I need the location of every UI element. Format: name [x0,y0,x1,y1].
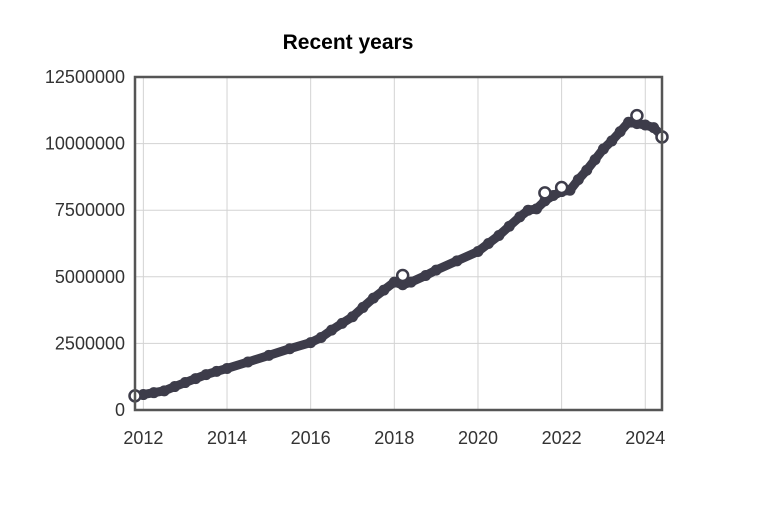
series-line-group [129,116,668,402]
highlight-marker-3 [554,180,569,195]
highlight-marker-4 [630,108,644,123]
data-point [315,332,327,344]
data-point [503,220,515,232]
x-axis-tick-labels: 2012 2014 2016 2018 2020 2022 2024 [123,428,665,448]
y-tick-label: 2500000 [55,333,125,353]
data-point [346,311,358,323]
plot-frame [133,75,664,412]
data-point [589,154,601,166]
data-point [190,373,202,385]
x-tick-label: 2016 [291,428,331,448]
data-point [493,230,505,242]
y-tick-label: 10000000 [45,134,125,154]
data-point [263,349,275,361]
data-point [242,356,254,368]
y-tick-label: 7500000 [55,200,125,220]
grid-lines [135,76,662,411]
data-point [357,301,369,313]
data-point [430,264,442,276]
data-point [169,381,181,393]
data-point [648,122,660,134]
data-point [211,365,223,377]
y-axis-tick-labels: 0 2500000 5000000 7500000 10000000 12500000 [45,67,125,420]
x-tick-label: 2022 [542,428,582,448]
series-line-0 [130,117,667,401]
data-point [606,135,618,147]
data-point [326,324,338,336]
data-point [221,362,233,374]
data-point [284,343,296,355]
data-point [451,255,463,267]
data-point [397,279,409,291]
y-tick-label: 5000000 [55,267,125,287]
marker-group [128,108,669,403]
data-point [388,276,400,288]
x-tick-label: 2020 [458,428,498,448]
data-point [597,143,609,155]
data-point [522,204,534,216]
data-point [148,387,160,399]
data-point [367,292,379,304]
data-point [158,385,170,397]
data-point [514,211,526,223]
data-point [378,284,390,296]
y-tick-label: 12500000 [45,67,125,87]
x-tick-label: 2012 [123,428,163,448]
data-point [623,116,635,128]
highlight-marker-2 [538,186,552,200]
data-point [531,203,543,215]
data-point [405,276,417,288]
chart-title: Recent years [283,31,414,54]
data-point [420,269,432,281]
data-point [305,337,317,349]
x-tick-label: 2018 [374,428,414,448]
x-tick-label: 2024 [625,428,665,448]
data-point [581,164,593,176]
data-point [614,126,626,138]
highlight-marker-1 [395,268,410,283]
data-point [639,119,651,131]
data-point [336,317,348,329]
y-tick-label: 0 [115,400,125,420]
data-point [572,174,584,186]
data-point [179,377,191,389]
data-point [482,238,494,249]
data-point [472,245,484,257]
x-tick-label: 2014 [207,428,247,448]
data-point [200,369,212,381]
